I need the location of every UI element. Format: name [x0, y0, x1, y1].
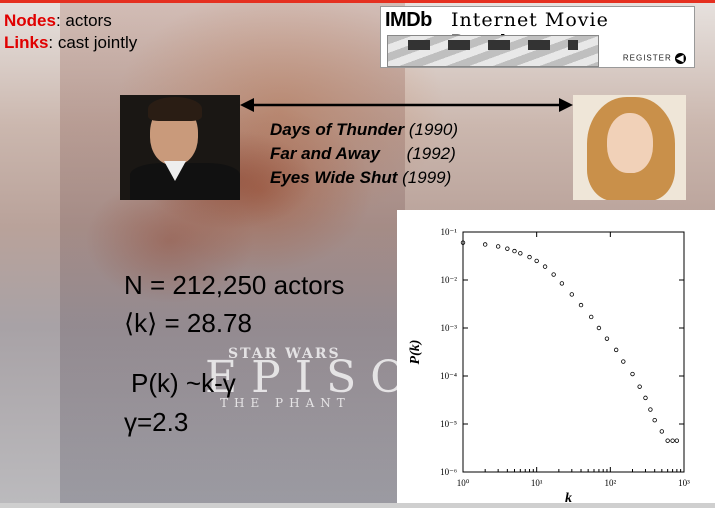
data-point [652, 417, 657, 423]
data-point [518, 251, 523, 256]
film-title: Days of Thunder [270, 120, 405, 139]
double-arrow-icon [240, 98, 573, 112]
data-point [604, 336, 610, 341]
y-tick-label: 10⁻⁵ [440, 419, 457, 429]
legend-links-key: Links [4, 33, 49, 52]
actor-photo-left [120, 95, 240, 200]
stat-node-count: N = 212,250 actors [124, 270, 345, 300]
data-point [659, 429, 665, 434]
movie-poster-background [60, 0, 405, 503]
x-tick-label: 10³ [678, 478, 690, 488]
film-year: (1999) [402, 168, 452, 187]
legend-links-value: : cast jointly [48, 33, 138, 52]
stat-gamma: γ=2.3 [124, 407, 189, 437]
legend-nodes-value: : actors [55, 11, 112, 30]
data-point [527, 254, 532, 260]
film-year: (1992) [406, 144, 456, 163]
legend-links: Links: cast jointly [4, 32, 137, 54]
x-tick-label: 10⁰ [457, 478, 470, 488]
data-point [670, 438, 675, 443]
data-point [621, 359, 626, 364]
data-point [542, 264, 548, 269]
data-point [648, 407, 653, 412]
film-row: Far and Away (1992) [270, 142, 458, 166]
register-link[interactable]: REGISTER ◀ [623, 53, 686, 64]
data-point [559, 281, 565, 286]
data-point [665, 438, 670, 443]
y-tick-label: 10⁻¹ [441, 227, 458, 237]
y-axis-label: P(k) [408, 340, 423, 365]
actor-photo-right [573, 95, 686, 200]
data-point [482, 242, 488, 247]
data-point [569, 292, 575, 297]
film-row: Eyes Wide Shut (1999) [270, 166, 458, 190]
data-point [512, 248, 517, 254]
data-point [613, 347, 619, 353]
data-point [643, 395, 648, 401]
imdb-banner[interactable]: IMDb Internet Movie Database REGISTER ◀ [380, 6, 695, 68]
y-tick-label: 10⁻⁴ [440, 371, 457, 381]
films-list: Days of Thunder (1990) Far and Away (199… [270, 118, 458, 190]
film-year: (1990) [408, 120, 458, 139]
poster-subtitle: THE PHANT [220, 396, 351, 410]
y-tick-label: 10⁻⁶ [440, 467, 457, 477]
x-tick-label: 10¹ [531, 478, 543, 488]
x-axis-label: k [565, 491, 572, 503]
data-point [495, 244, 501, 249]
data-point [551, 272, 556, 277]
legend-nodes-key: Nodes [4, 11, 56, 30]
data-point [589, 314, 594, 320]
clapperboard-icon [387, 35, 599, 67]
data-point [578, 302, 584, 308]
y-tick-label: 10⁻³ [441, 323, 458, 333]
register-label: REGISTER [622, 53, 672, 63]
data-point [534, 258, 539, 264]
poster-title-large: EPISO [205, 352, 421, 403]
degree-distribution-chart: 10⁰ 10¹ 10² 10³ 10⁻¹ 10⁻² 10⁻³ 10⁻⁴ 10⁻⁵ 10⁻⁶ k P(k… [397, 210, 715, 506]
plot-frame [462, 231, 685, 473]
chart-svg: 10⁰ 10¹ 10² 10³ 10⁻¹ 10⁻² 10⁻³ 10⁻⁴ 10⁻⁵ 10⁻⁶ k P(k… [408, 227, 690, 506]
poster-title-small: STAR WARS [228, 346, 341, 362]
imdb-logo: IMDb [385, 9, 432, 31]
arrow-left-icon: ◀ [675, 53, 686, 64]
data-point [674, 438, 680, 443]
data-point [637, 384, 642, 389]
y-tick-label: 10⁻² [441, 275, 458, 285]
data-point [460, 240, 466, 245]
legend: Nodes: actors Links: cast jointly [4, 10, 137, 54]
film-title: Eyes Wide Shut [270, 168, 398, 187]
top-accent-bar [0, 0, 715, 3]
data-point [505, 246, 510, 251]
x-tick-label: 10² [604, 478, 616, 488]
stat-average-degree: ⟨k⟩ = 28.78 [124, 308, 252, 338]
data-point [596, 325, 602, 331]
data-point [630, 371, 635, 377]
film-row: Days of Thunder (1990) [270, 118, 458, 142]
stat-power-law: P(k) ~k-γ [131, 368, 236, 398]
film-title: Far and Away [270, 144, 380, 163]
legend-nodes: Nodes: actors [4, 10, 137, 32]
